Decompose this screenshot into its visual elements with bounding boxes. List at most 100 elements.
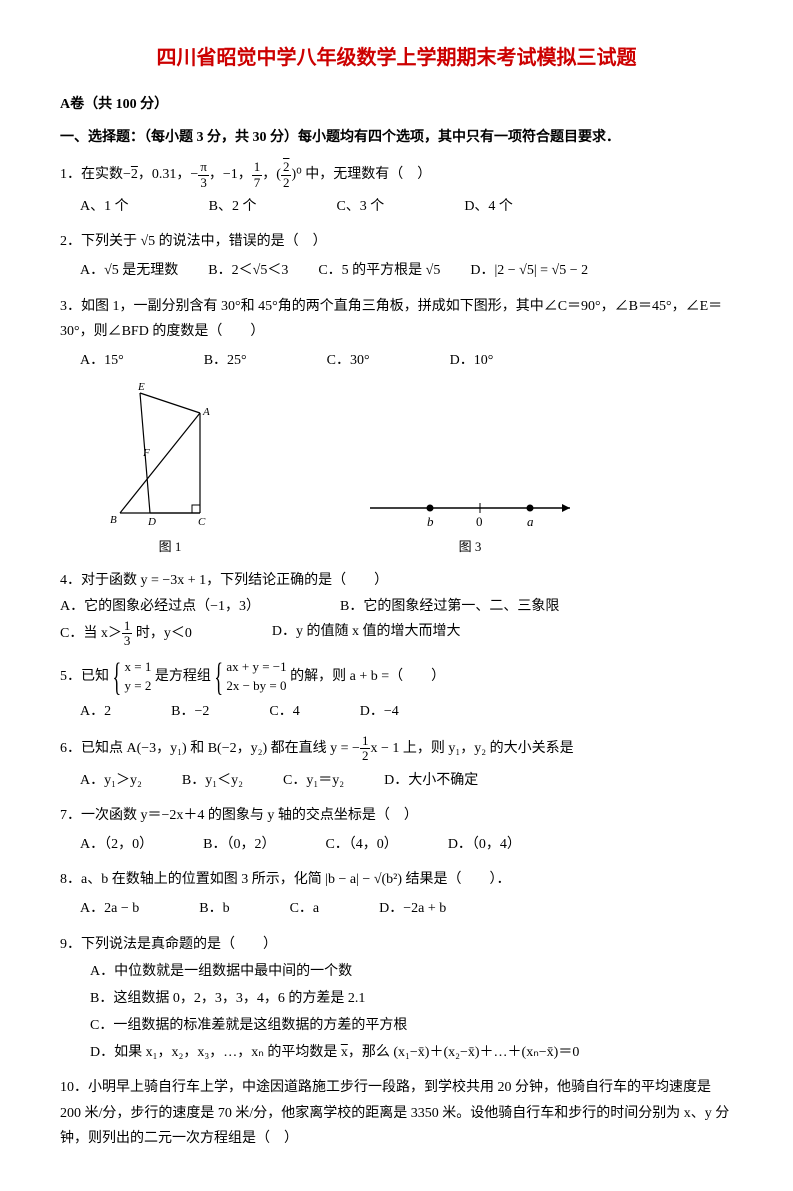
q1-options: A、1 个 B、2 个 C、3 个 D、4 个: [80, 194, 733, 219]
q5-text: 的解，则 a + b =（ ）: [290, 669, 445, 684]
q7-options: A．（2，0） B．（0，2） C．（4，0） D．（0，4）: [80, 832, 733, 857]
option-c: C．当 x＞13 时，y＜0: [60, 619, 192, 649]
option-d: D．−2a + b: [379, 896, 446, 921]
question-5: 5．已知 x = 1 y = 2 是方程组 ax + y = −1 2x − b…: [60, 658, 733, 724]
eq-line: 2x − by = 0: [226, 677, 286, 695]
option-b: B．−2: [171, 699, 209, 724]
question-4: 4．对于函数 y = −3x + 1，下列结论正确的是（ ） A．它的图象必经过…: [60, 568, 733, 648]
q5-text: 5．已知: [60, 669, 109, 684]
q1-stem: 1．在实数−2，0.31，−π3，−1，17，(22)⁰ 中，无理数有（ ）: [60, 167, 431, 182]
option-a: A．y₁＞y₂: [80, 768, 142, 793]
question-1: 1．在实数−2，0.31，−π3，−1，17，(22)⁰ 中，无理数有（ ） A…: [60, 160, 733, 219]
option-a: A．2: [80, 699, 111, 724]
q5-text: 是方程组: [155, 669, 211, 684]
q6-stem: 6．已知点 A(−3，y₁) 和 B(−2，y₂) 都在直线 y = −12x …: [60, 741, 574, 756]
option-d: D．大小不确定: [384, 768, 478, 793]
eq-line: ax + y = −1: [226, 658, 286, 676]
q3-stem: 3．如图 1，一副分别含有 30°和 45°角的两个直角三角板，拼成如下图形，其…: [60, 294, 733, 344]
figure-3-container: b 0 a 图 3: [360, 483, 580, 558]
q4-row1: A．它的图象必经过点（−1，3） B．它的图象经过第一、二、三象限: [60, 594, 733, 619]
question-8: 8．a、b 在数轴上的位置如图 3 所示，化简 |b − a| − √(b²) …: [60, 867, 733, 921]
fraction: π3: [198, 160, 209, 190]
option-d: D．−4: [360, 699, 399, 724]
brace-group: x = 1 y = 2: [113, 658, 152, 694]
option-a: A、1 个: [80, 194, 129, 219]
option-c: C．y₁＝y₂: [283, 768, 344, 793]
q5-options: A．2 B．−2 C．4 D．−4: [80, 699, 733, 724]
figures-row: E A B D C F 图 1 b 0 a 图 3: [100, 383, 733, 558]
svg-text:a: a: [527, 514, 534, 529]
option-b: B．这组数据 0，2，3，3，4，6 的方差是 2.1: [90, 986, 733, 1011]
q7-stem: 7．一次函数 y＝−2x＋4 的图象与 y 轴的交点坐标是（ ）: [60, 803, 733, 828]
q1-text: 1．在实数−: [60, 167, 131, 182]
svg-text:B: B: [110, 514, 117, 526]
option-c: C．a: [290, 896, 320, 921]
brace-group: ax + y = −1 2x − by = 0: [214, 658, 286, 694]
q1-text: ，(: [262, 167, 281, 182]
option-b: B．b: [199, 896, 229, 921]
question-3: 3．如图 1，一副分别含有 30°和 45°角的两个直角三角板，拼成如下图形，其…: [60, 294, 733, 559]
option-c: C．（4，0）: [325, 832, 397, 857]
option-a: A．中位数就是一组数据中最中间的一个数: [90, 959, 733, 984]
question-2: 2．下列关于 √5 的说法中，错误的是（ ） A．√5 是无理数 B．2＜√5＜…: [60, 229, 733, 283]
option-d: D．|2 − √5| = √5 − 2: [470, 258, 588, 283]
option-a: A．15°: [80, 348, 124, 373]
option-b: B．（0，2）: [203, 832, 275, 857]
svg-text:0: 0: [476, 514, 483, 529]
fraction: 22: [281, 160, 292, 190]
option-d: D．（0，4）: [448, 832, 521, 857]
figure-3: b 0 a: [360, 483, 580, 533]
figure-1-container: E A B D C F 图 1: [100, 383, 240, 558]
q6-options: A．y₁＞y₂ B．y₁＜y₂ C．y₁＝y₂ D．大小不确定: [80, 768, 733, 793]
option-a: A．2a − b: [80, 896, 139, 921]
option-b: B．25°: [204, 348, 247, 373]
option-d: D、4 个: [464, 194, 513, 219]
svg-text:E: E: [137, 383, 145, 393]
option-b: B、2 个: [209, 194, 257, 219]
option-a: A．（2，0）: [80, 832, 153, 857]
fraction: 17: [252, 160, 263, 190]
svg-text:b: b: [427, 514, 434, 529]
figure-3-caption: 图 3: [360, 535, 580, 558]
option-d: D．10°: [450, 348, 494, 373]
sqrt-icon: 2: [131, 167, 138, 182]
x-bar: x: [341, 1045, 348, 1060]
fraction: 12: [360, 734, 371, 764]
q10-stem: 10．小明早上骑自行车上学，中途因道路施工步行一段路，到学校共用 20 分钟，他…: [60, 1075, 733, 1151]
option-d-pre: D．如果 x₁，x₂，x₃，…，xₙ 的平均数是: [90, 1045, 341, 1060]
q1-text: ，0.31，−: [138, 167, 198, 182]
q2-stem: 2．下列关于 √5 的说法中，错误的是（ ）: [60, 229, 733, 254]
option-b: B．y₁＜y₂: [182, 768, 243, 793]
option-c-pre: C．当 x＞: [60, 626, 122, 641]
question-6: 6．已知点 A(−3，y₁) 和 B(−2，y₂) 都在直线 y = −12x …: [60, 734, 733, 793]
eq-line: x = 1: [125, 658, 152, 676]
question-10: 10．小明早上骑自行车上学，中途因道路施工步行一段路，到学校共用 20 分钟，他…: [60, 1075, 733, 1151]
q8-stem: 8．a、b 在数轴上的位置如图 3 所示，化简 |b − a| − √(b²) …: [60, 867, 733, 892]
option-d: D．y 的值随 x 值的增大而增大: [272, 619, 461, 649]
eq-line: y = 2: [125, 677, 152, 695]
option-c: C、3 个: [336, 194, 384, 219]
svg-text:A: A: [202, 406, 210, 418]
option-d-post: ，那么 (x₁−x̄)＋(x₂−x̄)＋…＋(xₙ−x̄)＝0: [348, 1045, 580, 1060]
question-9: 9．下列说法是真命题的是（ ） A．中位数就是一组数据中最中间的一个数 B．这组…: [60, 932, 733, 1066]
svg-text:D: D: [147, 516, 156, 528]
svg-text:C: C: [198, 516, 206, 528]
q5-stem: 5．已知 x = 1 y = 2 是方程组 ax + y = −1 2x − b…: [60, 669, 445, 684]
q3-options: A．15° B．25° C．30° D．10°: [80, 348, 733, 373]
figure-1: E A B D C F: [100, 383, 240, 533]
option-c: C．30°: [327, 348, 370, 373]
option-b: B．2＜√5＜3: [208, 258, 288, 283]
option-a: A．它的图象必经过点（−1，3）: [60, 594, 260, 619]
paper-a-label: A卷（共 100 分）: [60, 92, 733, 117]
svg-text:F: F: [142, 447, 150, 459]
q1-text: )⁰ 中，无理数有（ ）: [291, 167, 431, 182]
exam-title: 四川省昭觉中学八年级数学上学期期末考试模拟三试题: [60, 40, 733, 76]
option-d: D．如果 x₁，x₂，x₃，…，xₙ 的平均数是 x，那么 (x₁−x̄)＋(x…: [90, 1040, 733, 1065]
option-c: C．5 的平方根是 √5: [318, 258, 440, 283]
question-7: 7．一次函数 y＝−2x＋4 的图象与 y 轴的交点坐标是（ ） A．（2，0）…: [60, 803, 733, 857]
q9-stem: 9．下列说法是真命题的是（ ）: [60, 932, 733, 957]
figure-1-caption: 图 1: [100, 535, 240, 558]
option-c-post: 时，y＜0: [132, 626, 192, 641]
q6-text: 6．已知点 A(−3，y₁) 和 B(−2，y₂) 都在直线 y = −: [60, 741, 360, 756]
option-a: A．√5 是无理数: [80, 258, 178, 283]
